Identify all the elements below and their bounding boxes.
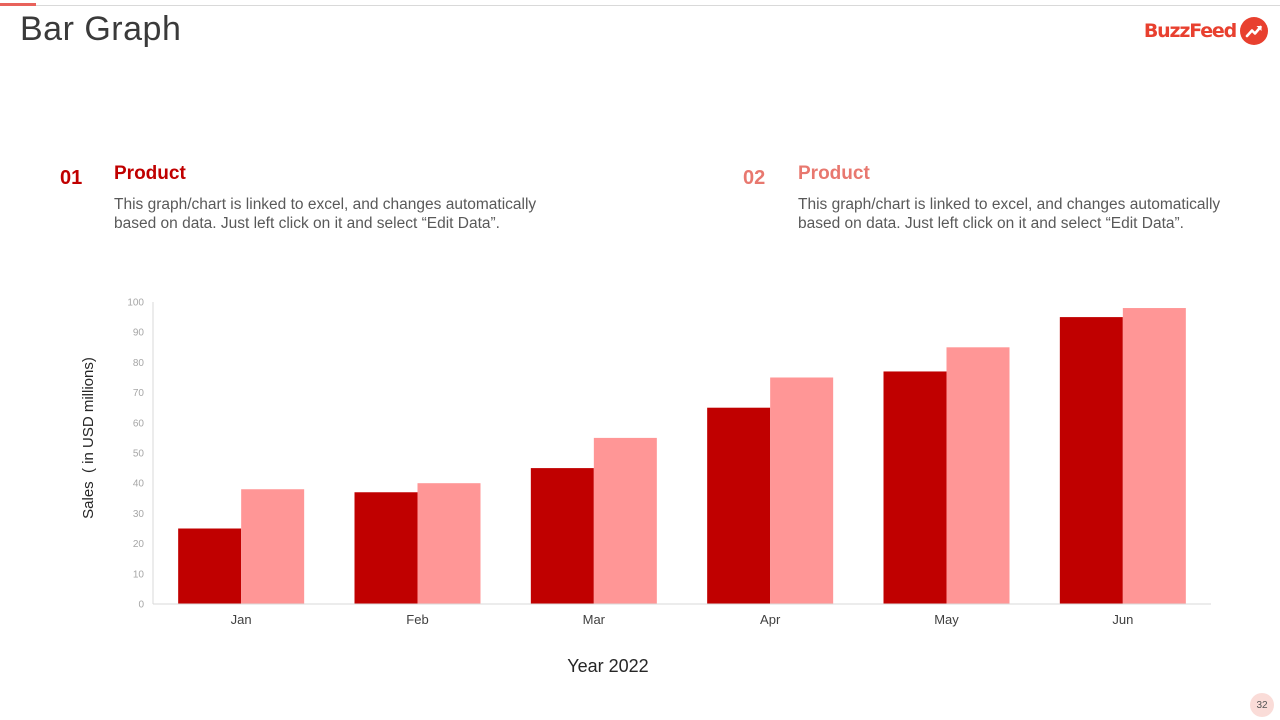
bar-may-series2 bbox=[946, 347, 1010, 604]
buzzfeed-logo: BuzzFeed bbox=[1144, 17, 1268, 45]
y-axis-title: Sales ( in USD millions) bbox=[80, 357, 97, 519]
y-tick-label: 50 bbox=[133, 449, 145, 460]
x-tick-label: Mar bbox=[583, 612, 606, 627]
x-axis-title: Year 2022 bbox=[567, 656, 648, 676]
y-tick-label: 30 bbox=[133, 509, 145, 520]
product-1-block: Product This graph/chart is linked to ex… bbox=[114, 163, 554, 233]
bar-jan-series2 bbox=[241, 489, 305, 604]
y-tick-label: 0 bbox=[138, 600, 144, 611]
y-tick-label: 20 bbox=[133, 539, 145, 550]
bar-jun-series1 bbox=[1059, 317, 1123, 604]
trending-arrow-icon bbox=[1240, 17, 1268, 45]
bar-jun-series2 bbox=[1122, 308, 1186, 604]
y-tick-label: 10 bbox=[133, 569, 145, 580]
x-tick-label: Apr bbox=[760, 612, 781, 627]
x-tick-label: Jan bbox=[231, 612, 252, 627]
header-accent-bar bbox=[0, 3, 36, 6]
product-2-title: Product bbox=[798, 163, 870, 184]
bar-feb-series1 bbox=[354, 492, 418, 604]
x-tick-label: Jun bbox=[1112, 612, 1133, 627]
y-tick-label: 80 bbox=[133, 358, 145, 369]
product-1-title: Product bbox=[114, 163, 186, 184]
product-1-description: This graph/chart is linked to excel, and… bbox=[114, 196, 537, 232]
bar-may-series1 bbox=[883, 371, 947, 604]
bar-apr-series1 bbox=[707, 407, 771, 604]
bar-mar-series2 bbox=[593, 437, 657, 604]
product-2-block: Product This graph/chart is linked to ex… bbox=[798, 163, 1238, 233]
bar-jan-series1 bbox=[178, 528, 242, 604]
y-tick-label: 90 bbox=[133, 328, 145, 339]
y-tick-label: 70 bbox=[133, 388, 145, 399]
logo-text: BuzzFeed bbox=[1143, 20, 1237, 42]
x-tick-label: Feb bbox=[406, 612, 428, 627]
y-tick-label: 40 bbox=[133, 479, 145, 490]
header-divider bbox=[0, 5, 1280, 6]
page-number: 32 bbox=[1250, 693, 1274, 717]
product-2-description: This graph/chart is linked to excel, and… bbox=[798, 196, 1221, 232]
y-tick-label: 100 bbox=[127, 298, 144, 309]
slide-title: Bar Graph bbox=[20, 10, 182, 48]
bar-apr-series2 bbox=[770, 377, 834, 604]
bar-mar-series1 bbox=[530, 468, 594, 604]
product-1-number: 01 bbox=[60, 167, 83, 189]
y-tick-label: 60 bbox=[133, 418, 145, 429]
product-2-number: 02 bbox=[743, 167, 766, 189]
x-tick-label: May bbox=[934, 612, 959, 627]
bar-feb-series2 bbox=[417, 483, 481, 604]
